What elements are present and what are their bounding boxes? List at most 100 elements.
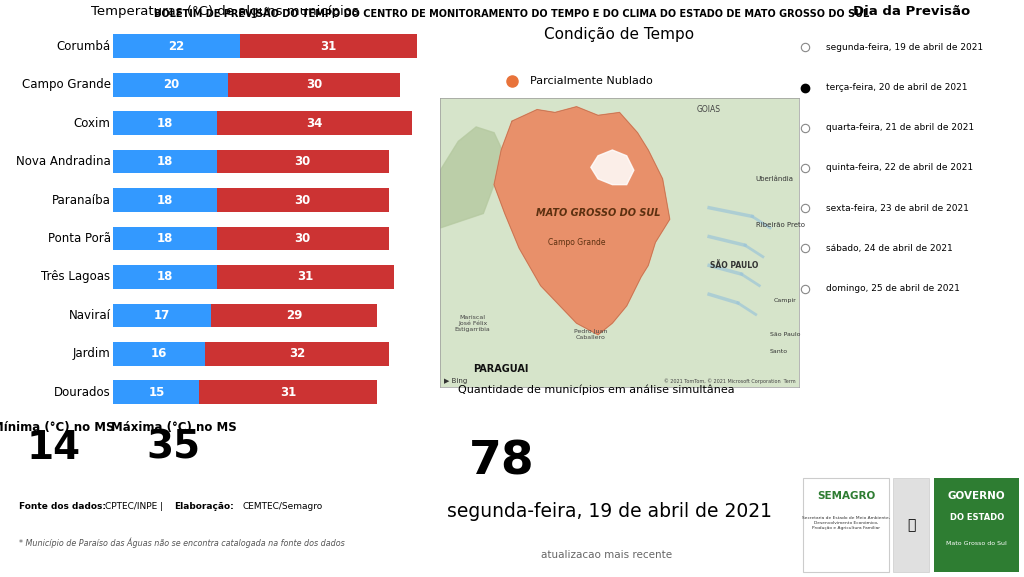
Polygon shape <box>440 127 505 228</box>
Text: Ribeirão Preto: Ribeirão Preto <box>756 222 805 228</box>
Text: 17: 17 <box>154 309 170 322</box>
Text: 31: 31 <box>281 386 297 399</box>
Text: Mínima (°C) no MS: Mínima (°C) no MS <box>0 421 115 434</box>
Text: 30: 30 <box>306 78 323 91</box>
Text: sábado, 24 de abril de 2021: sábado, 24 de abril de 2021 <box>825 244 952 253</box>
Text: Máxima (°C) no MS: Máxima (°C) no MS <box>111 421 237 434</box>
Text: © 2021 TomTom, © 2021 Microsoft Corporation  Term: © 2021 TomTom, © 2021 Microsoft Corporat… <box>664 378 795 384</box>
Bar <box>205 342 389 366</box>
Text: MATO GROSSO DO SUL: MATO GROSSO DO SUL <box>536 208 660 219</box>
Text: 78: 78 <box>469 440 535 485</box>
Text: 18: 18 <box>157 117 173 130</box>
Text: Campo Grande: Campo Grande <box>548 238 605 247</box>
FancyBboxPatch shape <box>803 478 889 572</box>
Text: ▶ Bing: ▶ Bing <box>444 378 467 384</box>
Bar <box>114 304 211 327</box>
Text: São Paulo: São Paulo <box>770 332 801 337</box>
Bar <box>114 149 217 174</box>
Bar <box>114 34 240 58</box>
Text: 30: 30 <box>295 155 311 168</box>
Text: Uberlândia: Uberlândia <box>756 176 794 182</box>
Bar <box>114 227 217 250</box>
Text: GOIAS: GOIAS <box>697 105 721 114</box>
Bar <box>228 73 400 96</box>
Text: terça-feira, 20 de abril de 2021: terça-feira, 20 de abril de 2021 <box>825 83 968 92</box>
Text: 22: 22 <box>168 40 184 53</box>
Text: quarta-feira, 21 de abril de 2021: quarta-feira, 21 de abril de 2021 <box>825 123 974 132</box>
Bar <box>217 149 389 174</box>
Text: Quantidade de municípios em análise simultânea: Quantidade de municípios em análise simu… <box>459 385 735 395</box>
Text: 15: 15 <box>148 386 165 399</box>
Text: 18: 18 <box>157 155 173 168</box>
Text: * Município de Paraíso das Águas não se encontra catalogada na fonte dos dados: * Município de Paraíso das Águas não se … <box>18 538 345 548</box>
Polygon shape <box>591 150 634 185</box>
Text: BOLETIM DE PREVISÃO DO TEMPO DO CENTRO DE MONITORAMENTO DO TEMPO E DO CLIMA DO E: BOLETIM DE PREVISÃO DO TEMPO DO CENTRO D… <box>155 9 869 18</box>
Text: SÃO PAULO: SÃO PAULO <box>710 261 759 270</box>
Bar <box>217 227 389 250</box>
Text: Fonte dos dados:: Fonte dos dados: <box>18 502 105 511</box>
Bar <box>114 111 217 135</box>
Text: Nova Andradina: Nova Andradina <box>15 155 111 168</box>
Bar <box>114 342 205 366</box>
Text: Jardim: Jardim <box>73 347 111 361</box>
Text: 29: 29 <box>286 309 302 322</box>
Text: segunda-feira, 19 de abril de 2021: segunda-feira, 19 de abril de 2021 <box>825 43 983 52</box>
Text: CEMTEC/Semagro: CEMTEC/Semagro <box>243 502 323 511</box>
Bar <box>217 265 394 289</box>
Text: Mariscal
José Félix
Estigarribia: Mariscal José Félix Estigarribia <box>455 314 490 332</box>
Text: 18: 18 <box>157 232 173 245</box>
Text: SEMAGRO: SEMAGRO <box>817 491 876 501</box>
Text: Coxim: Coxim <box>74 117 111 130</box>
FancyBboxPatch shape <box>893 478 930 572</box>
Text: Corumbá: Corumbá <box>56 40 111 53</box>
Text: Paranaíba: Paranaíba <box>52 193 111 207</box>
Text: Parcialmente Nublado: Parcialmente Nublado <box>530 76 652 86</box>
Text: atualizacao mais recente: atualizacao mais recente <box>541 549 672 560</box>
Text: Ponta Porã: Ponta Porã <box>47 232 111 245</box>
Text: 30: 30 <box>295 193 311 207</box>
Text: Naviraí: Naviraí <box>69 309 111 322</box>
Text: quinta-feira, 22 de abril de 2021: quinta-feira, 22 de abril de 2021 <box>825 163 973 173</box>
Text: segunda-feira, 19 de abril de 2021: segunda-feira, 19 de abril de 2021 <box>447 503 772 522</box>
Text: DO ESTADO: DO ESTADO <box>949 514 1004 522</box>
Text: Pedro Juan
Caballero: Pedro Juan Caballero <box>574 329 607 340</box>
Text: 🏛: 🏛 <box>907 518 915 532</box>
Text: Condição de Tempo: Condição de Tempo <box>545 27 694 42</box>
Text: Campir: Campir <box>774 298 797 302</box>
Title: Temperaturas (°C) de alguns municípios: Temperaturas (°C) de alguns municípios <box>91 5 359 18</box>
Bar <box>114 380 200 404</box>
Text: 32: 32 <box>289 347 305 361</box>
Bar <box>114 188 217 212</box>
Text: Campo Grande: Campo Grande <box>22 78 111 91</box>
Text: Mato Grosso do Sul: Mato Grosso do Sul <box>946 541 1007 546</box>
Text: domingo, 25 de abril de 2021: domingo, 25 de abril de 2021 <box>825 284 959 293</box>
Text: 18: 18 <box>157 271 173 283</box>
Text: sexta-feira, 23 de abril de 2021: sexta-feira, 23 de abril de 2021 <box>825 204 969 213</box>
Text: Dourados: Dourados <box>54 386 111 399</box>
Text: Três Lagoas: Três Lagoas <box>41 271 111 283</box>
Text: 31: 31 <box>321 40 337 53</box>
Text: 18: 18 <box>157 193 173 207</box>
Text: 31: 31 <box>297 271 313 283</box>
Bar <box>240 34 418 58</box>
Text: 16: 16 <box>152 347 168 361</box>
Bar <box>114 265 217 289</box>
Text: Dia da Previsão: Dia da Previsão <box>853 5 970 18</box>
FancyBboxPatch shape <box>934 478 1020 572</box>
Bar <box>200 380 377 404</box>
Text: Santo: Santo <box>770 350 788 354</box>
Text: 20: 20 <box>163 78 179 91</box>
Bar <box>217 188 389 212</box>
Text: GOVERNO: GOVERNO <box>948 491 1006 501</box>
Text: Elaboração:: Elaboração: <box>174 502 233 511</box>
Bar <box>217 111 412 135</box>
Text: 30: 30 <box>295 232 311 245</box>
Text: 14: 14 <box>27 429 80 467</box>
Polygon shape <box>494 107 670 335</box>
Bar <box>114 73 228 96</box>
Text: Secretaria de Estado de Meio Ambiente,
Desenvolvimento Econômico,
Produção e Agr: Secretaria de Estado de Meio Ambiente, D… <box>802 516 890 530</box>
Text: CPTEC/INPE |: CPTEC/INPE | <box>104 502 166 511</box>
Text: PARAGUAI: PARAGUAI <box>473 364 529 374</box>
Text: 34: 34 <box>306 117 323 130</box>
Text: 35: 35 <box>146 429 201 467</box>
